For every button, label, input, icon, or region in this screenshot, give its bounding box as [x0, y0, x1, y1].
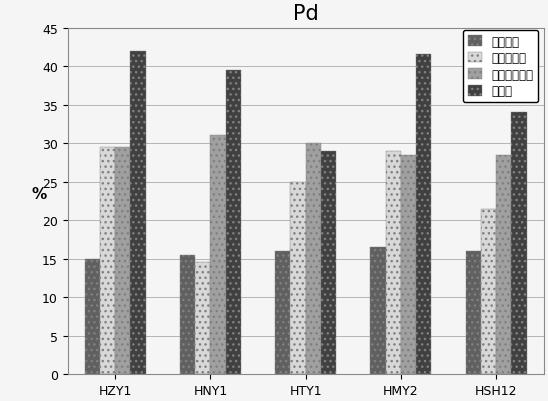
Bar	[416, 55, 431, 374]
Bar	[321, 151, 336, 374]
Bar	[210, 136, 226, 374]
Bar	[195, 263, 210, 374]
Bar	[275, 251, 290, 374]
Bar	[100, 148, 115, 374]
Bar	[115, 148, 130, 374]
Bar	[466, 251, 481, 374]
Bar	[386, 151, 401, 374]
Bar	[401, 155, 416, 374]
Bar	[496, 155, 511, 374]
Bar	[511, 113, 527, 374]
Title: Pd: Pd	[293, 4, 318, 24]
Legend: 可交换相, 有机结合相, 硫化物结合相, 残渣相: 可交换相, 有机结合相, 硫化物结合相, 残渣相	[463, 31, 538, 103]
Bar	[306, 144, 321, 374]
Bar	[180, 255, 195, 374]
Bar	[130, 51, 146, 374]
Bar	[481, 209, 496, 374]
Y-axis label: %: %	[32, 186, 47, 201]
Bar	[226, 71, 241, 374]
Bar	[290, 182, 306, 374]
Bar	[85, 259, 100, 374]
Bar	[370, 247, 386, 374]
